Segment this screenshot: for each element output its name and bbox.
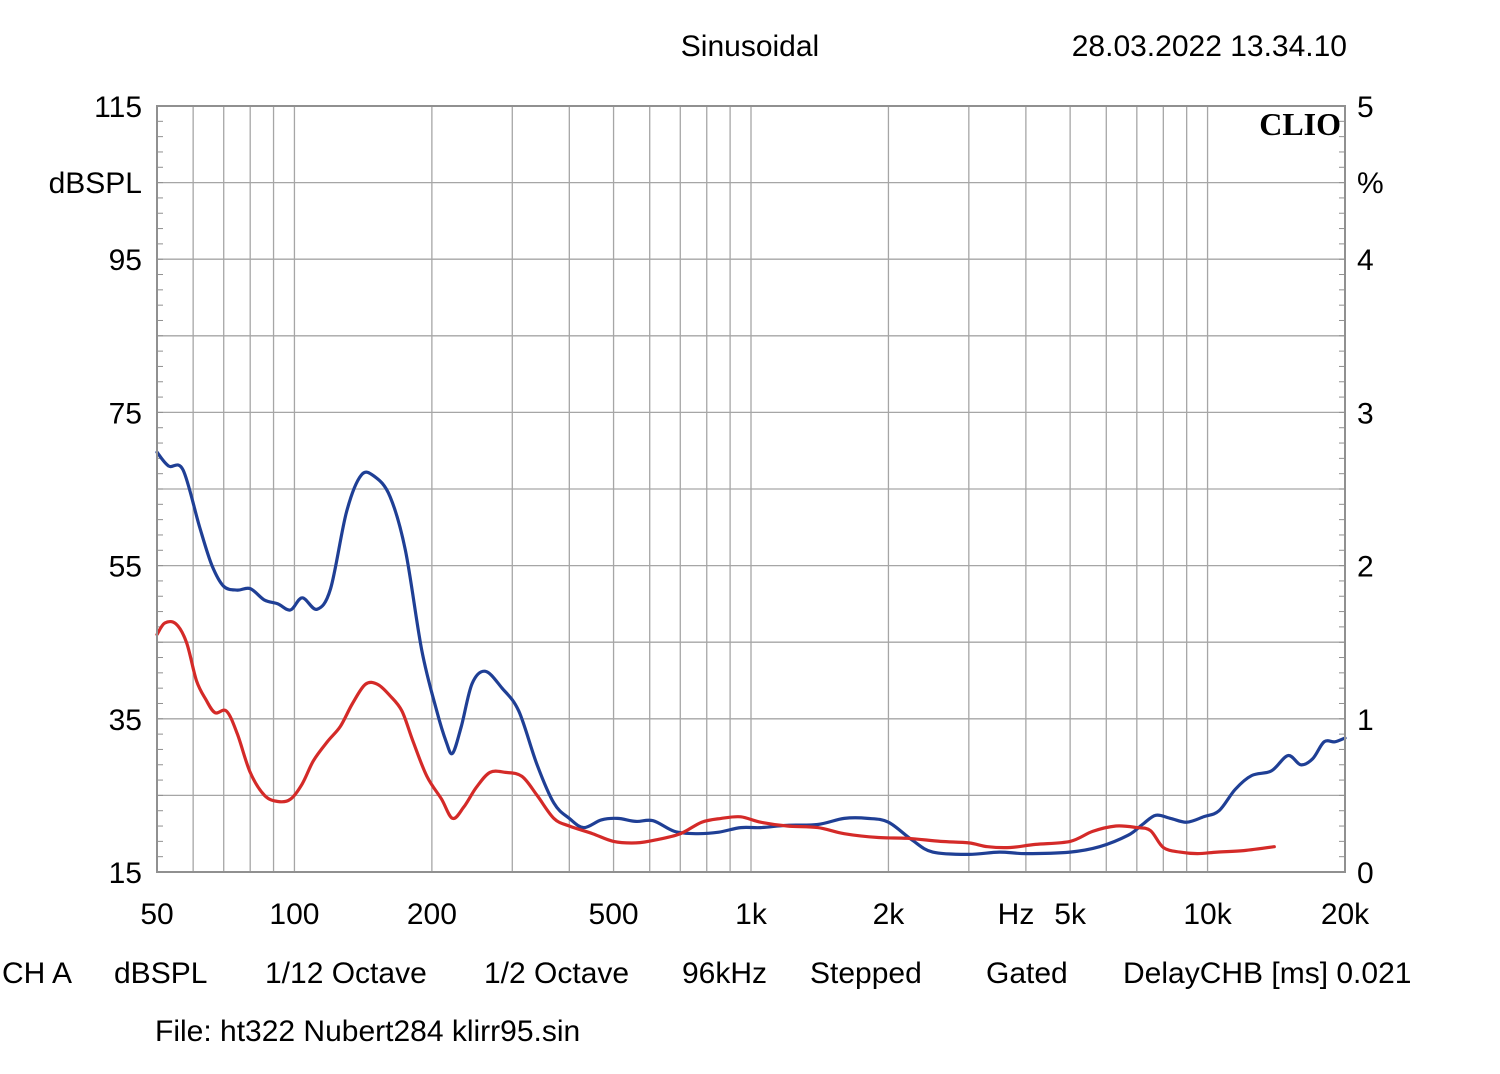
- series-line-blue: [155, 450, 1347, 857]
- setting-delay: DelayCHB [ms] 0.021: [1123, 957, 1411, 990]
- x-tick-label: 10k: [1183, 898, 1232, 931]
- left-tick-label: 35: [109, 704, 142, 737]
- brand-logo: CLIO: [1259, 106, 1341, 142]
- left-tick-label: 75: [109, 397, 142, 430]
- left-tick-label: 115: [94, 91, 142, 124]
- setting-channel: CH A: [2, 957, 72, 990]
- series-line-red: [155, 619, 1276, 856]
- timestamp: 28.03.2022 13.34.10: [1072, 30, 1347, 63]
- setting-smoothing: 1/12 Octave: [265, 957, 427, 990]
- x-axis-unit: Hz: [998, 898, 1035, 931]
- x-tick-label: 100: [269, 898, 319, 931]
- right-tick-label: 1: [1357, 704, 1374, 737]
- x-axis: 50 100 200 500 1k 2k 5k 10k 20k: [140, 898, 1370, 931]
- right-tick-label: 5: [1357, 91, 1374, 124]
- right-axis: 5 4 3 2 1 0: [1357, 91, 1374, 890]
- x-tick-label: 50: [140, 898, 173, 931]
- setting-unit: dBSPL: [114, 957, 207, 990]
- setting-resolution: 1/2 Octave: [484, 957, 629, 990]
- x-tick-label: 1k: [735, 898, 768, 931]
- left-tick-label: 55: [109, 551, 142, 584]
- measurement-mode: Sinusoidal: [681, 30, 819, 63]
- x-tick-label: 20k: [1321, 898, 1370, 931]
- plot-frame: [156, 105, 1346, 873]
- right-tick-label: 0: [1357, 857, 1374, 890]
- right-axis-unit: %: [1357, 167, 1384, 200]
- right-tick-label: 4: [1357, 244, 1374, 277]
- setting-sweep: Stepped: [810, 957, 922, 990]
- file-name: File: ht322 Nubert284 klirr95.sin: [155, 1015, 580, 1048]
- x-tick-label: 200: [407, 898, 457, 931]
- x-tick-label: 2k: [873, 898, 906, 931]
- settings-footer: CH A dBSPL 1/12 Octave 1/2 Octave 96kHz …: [2, 957, 1411, 1048]
- x-tick-label: 5k: [1054, 898, 1087, 931]
- setting-sample-rate: 96kHz: [682, 957, 767, 990]
- setting-window: Gated: [986, 957, 1068, 990]
- series-layer: [155, 450, 1347, 857]
- right-tick-label: 2: [1357, 551, 1374, 584]
- header: Sinusoidal 28.03.2022 13.34.10: [681, 30, 1347, 63]
- left-axis: 115 95 75 55 35 15: [94, 91, 142, 890]
- left-tick-label: 15: [109, 857, 142, 890]
- x-tick-label: 500: [589, 898, 639, 931]
- left-axis-unit: dBSPL: [49, 167, 142, 200]
- grid: [157, 106, 1345, 872]
- left-tick-label: 95: [109, 244, 142, 277]
- right-tick-label: 3: [1357, 397, 1374, 430]
